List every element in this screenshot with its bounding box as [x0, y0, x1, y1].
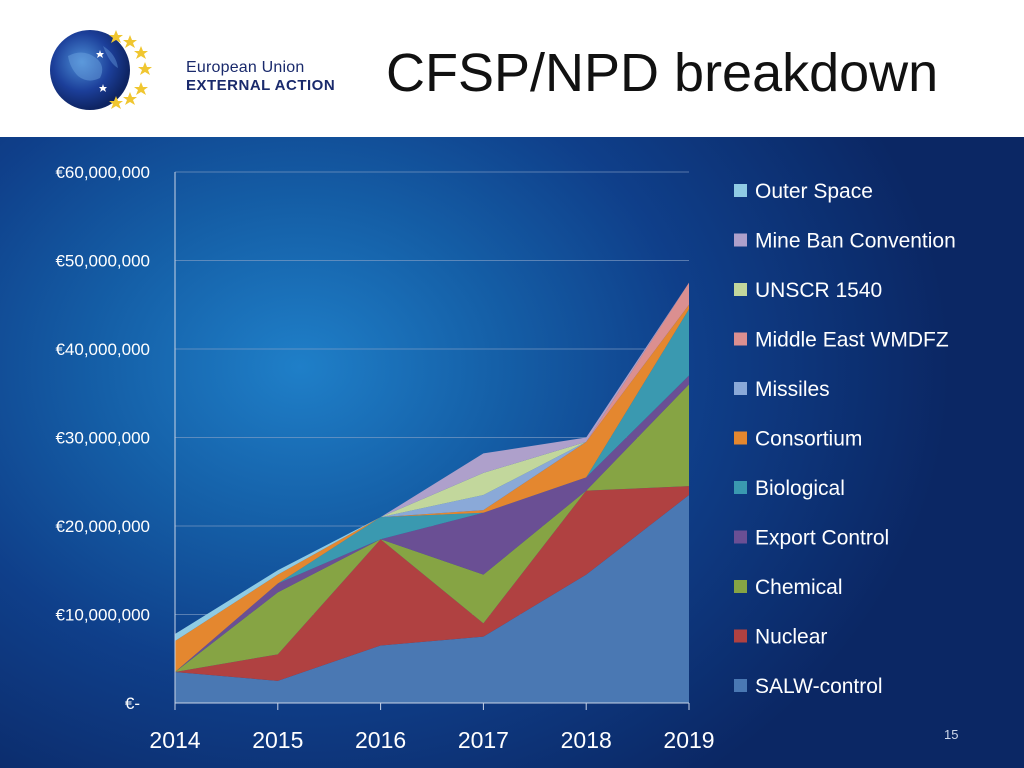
- legend-label-consortium: Consortium: [755, 428, 862, 451]
- stacked-area-chart: €- €10,000,000 €20,000,000 €30,000,000 €40,0…: [55, 163, 956, 753]
- area-outer-space: [175, 282, 689, 642]
- legend-swatch-nuclear: [734, 629, 747, 643]
- area-nuclear: [175, 486, 689, 681]
- x-tick-label: 2015: [252, 727, 303, 753]
- legend-swatch-consortium: [734, 431, 747, 445]
- page-number: 15: [944, 727, 959, 742]
- legend-label-mine-ban-convention: Mine Ban Convention: [755, 230, 956, 253]
- legend-label-chemical: Chemical: [755, 576, 843, 599]
- page-title: CFSP/NPD breakdown: [386, 43, 939, 103]
- x-tick-label: 2017: [458, 727, 509, 753]
- legend-swatch-outer-space: [734, 184, 747, 197]
- logo-text-line1: European Union: [186, 59, 305, 76]
- legend-swatch-middle-east-wmdfz: [734, 332, 747, 346]
- legend-label-missiles: Missiles: [755, 378, 830, 401]
- y-tick-label: €20,000,000: [55, 517, 150, 536]
- y-tick-label: €10,000,000: [55, 606, 150, 625]
- y-tick-label: €-: [125, 694, 140, 713]
- legend-swatch-missiles: [734, 382, 747, 395]
- legend-label-nuclear: Nuclear: [755, 626, 827, 649]
- legend-label-outer-space: Outer Space: [755, 180, 873, 203]
- legend-label-unscr-1540: UNSCR 1540: [755, 279, 882, 302]
- legend-swatch-export-control: [734, 530, 747, 544]
- legend-label-export-control: Export Control: [755, 527, 889, 550]
- legend-swatch-salw-control: [734, 679, 747, 692]
- legend-swatch-mine-ban-convention: [734, 233, 747, 247]
- legend-swatch-biological: [734, 481, 747, 494]
- y-tick-label: €30,000,000: [55, 429, 150, 448]
- legend-swatch-unscr-1540: [734, 283, 747, 296]
- legend-label-middle-east-wmdfz: Middle East WMDFZ: [755, 329, 949, 352]
- y-tick-label: €40,000,000: [55, 340, 150, 359]
- x-tick-label: 2016: [355, 727, 406, 753]
- x-tick-label: 2014: [149, 727, 200, 753]
- slide-header: European Union EXTERNAL ACTION CFSP/NPD …: [0, 0, 1024, 137]
- x-tick-label: 2019: [663, 727, 714, 753]
- logo-text-line2: EXTERNAL ACTION: [186, 77, 336, 94]
- legend-label-salw-control: SALW-control: [755, 675, 883, 698]
- eu-external-action-logo: [50, 30, 152, 110]
- area-chemical: [175, 384, 689, 673]
- x-tick-label: 2018: [561, 727, 612, 753]
- area-salw-control: [175, 495, 689, 703]
- legend-label-biological: Biological: [755, 477, 845, 500]
- slide-body: €- €10,000,000 €20,000,000 €30,000,000 €40,0…: [0, 137, 1024, 768]
- legend-swatch-chemical: [734, 580, 747, 593]
- y-tick-label: €50,000,000: [55, 252, 150, 271]
- y-tick-label: €60,000,000: [55, 163, 150, 182]
